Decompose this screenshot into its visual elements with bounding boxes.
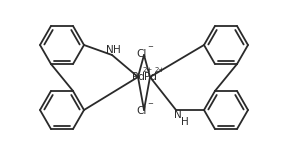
- Text: H: H: [113, 45, 121, 55]
- Text: Pd: Pd: [143, 72, 156, 82]
- Text: 2+: 2+: [155, 67, 165, 73]
- Text: Cl: Cl: [137, 49, 147, 59]
- Text: N: N: [106, 45, 114, 55]
- Text: Cl: Cl: [137, 106, 147, 116]
- Text: −: −: [147, 101, 153, 107]
- Text: −: −: [147, 44, 153, 50]
- Text: 2+: 2+: [143, 67, 153, 73]
- Text: H: H: [181, 117, 189, 127]
- Text: Pd: Pd: [132, 72, 145, 82]
- Text: N: N: [174, 110, 182, 120]
